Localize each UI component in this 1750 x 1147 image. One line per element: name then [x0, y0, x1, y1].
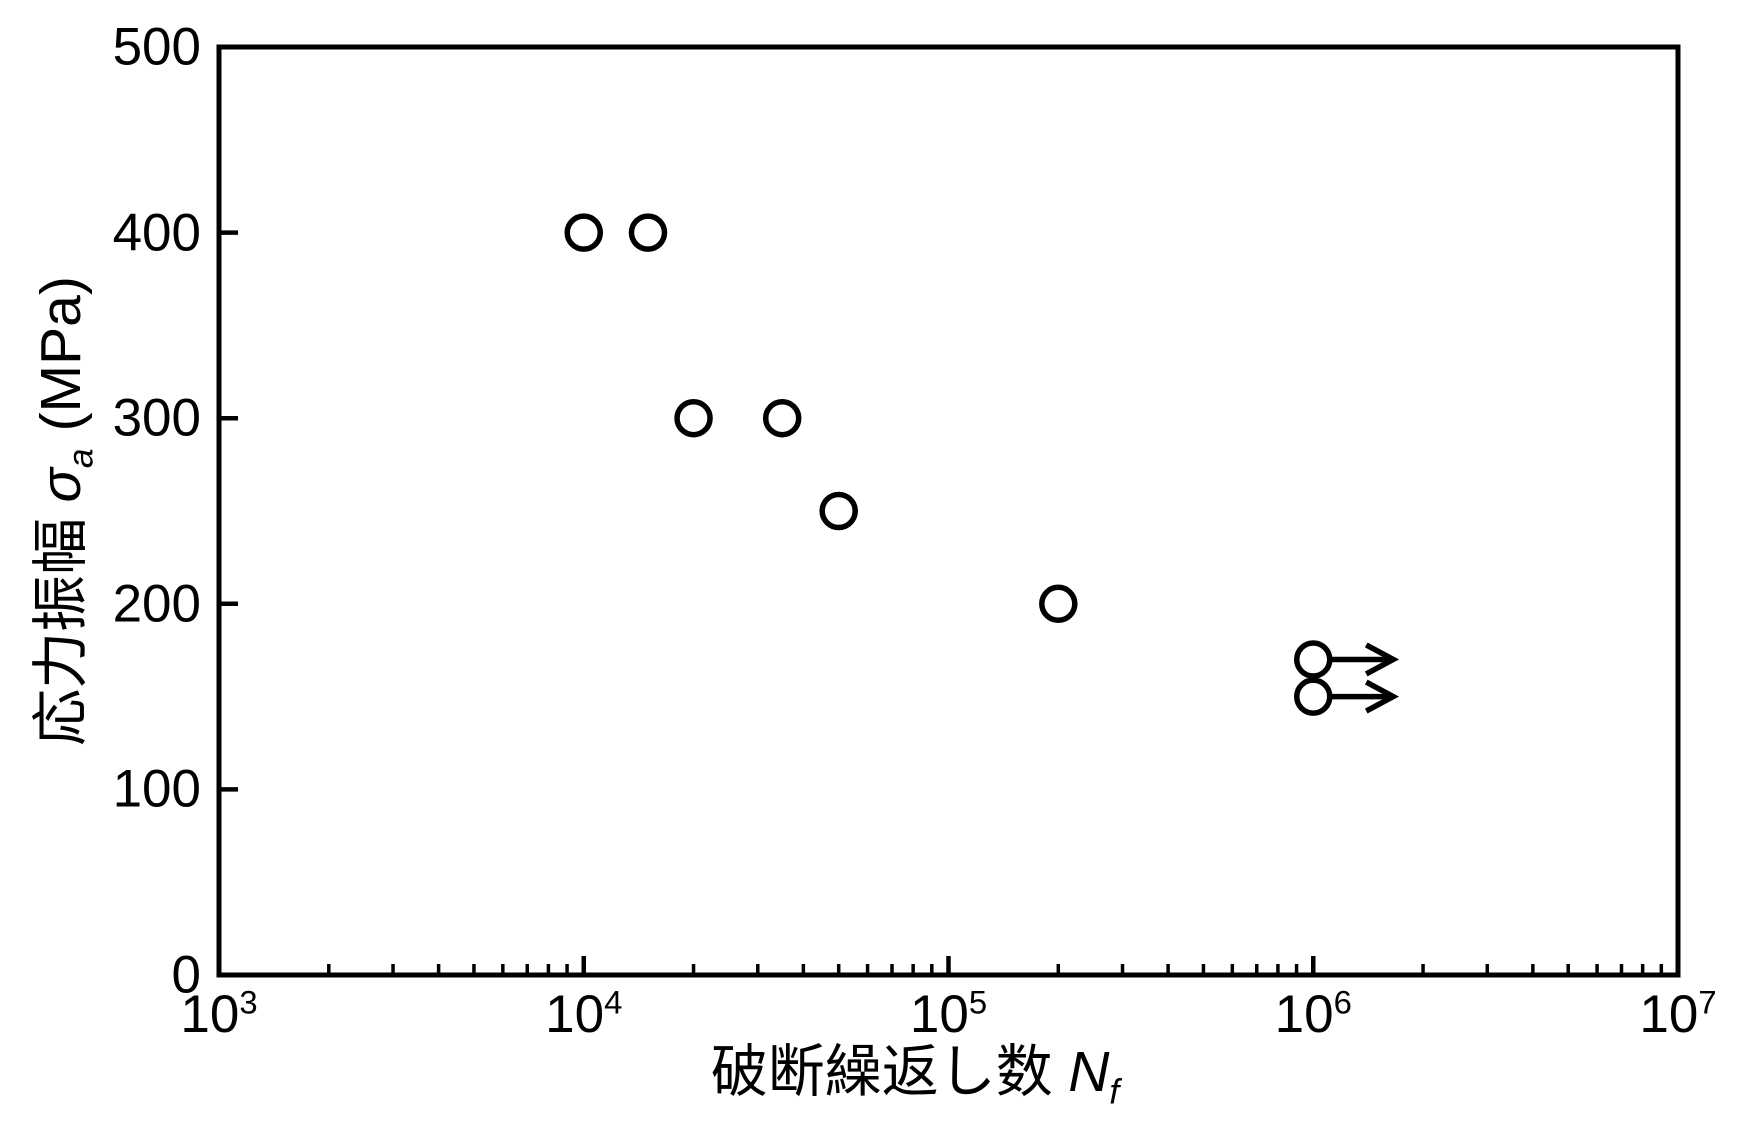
- x-tick-label: 103: [180, 985, 257, 1044]
- x-tick-label-exponent: 4: [604, 983, 623, 1021]
- x-tick-label-base: 10: [545, 985, 605, 1044]
- data-point-marker: [1039, 584, 1078, 624]
- x-tick-label-exponent: 6: [1333, 983, 1352, 1021]
- y-axis-title-unit: (MPa): [29, 276, 94, 432]
- data-point-marker: [674, 398, 713, 438]
- x-tick-label-base: 10: [180, 985, 240, 1044]
- y-tick-label: 100: [112, 759, 201, 819]
- data-point-marker: [819, 491, 858, 531]
- y-tick-label: 500: [112, 17, 201, 77]
- x-tick-label-exponent: 3: [239, 983, 258, 1021]
- data-point-marker: [1294, 677, 1333, 716]
- x-tick-label-base: 10: [909, 985, 969, 1044]
- x-tick-label-exponent: 5: [968, 983, 988, 1021]
- x-tick-label: 106: [1274, 985, 1352, 1044]
- data-point-marker: [628, 213, 668, 252]
- plot-frame: [216, 44, 1681, 978]
- y-tick-label: 200: [112, 574, 201, 634]
- x-tick-label-exponent: 7: [1698, 983, 1717, 1021]
- y-axis-title-subscript: a: [61, 448, 101, 469]
- y-tick-label: 300: [112, 388, 201, 448]
- x-axis-title-text: 破断繰返し数: [710, 1040, 1053, 1104]
- x-tick-label: 105: [909, 985, 987, 1044]
- x-axis-title: 破断繰返し数 Nf: [711, 1044, 1119, 1110]
- data-point-marker: [762, 398, 802, 438]
- y-axis-title-text: 応力振幅: [29, 517, 94, 746]
- x-axis-title-subscript: f: [1109, 1072, 1120, 1112]
- data-point-marker: [564, 213, 603, 252]
- x-tick-label-base: 10: [1274, 985, 1334, 1044]
- y-axis-title: 応力振幅 σa (MPa): [29, 276, 101, 746]
- data-point-marker: [1294, 640, 1333, 679]
- y-axis-title-symbol: σ: [29, 468, 94, 503]
- runout-arrow-head: [1364, 679, 1400, 714]
- runout-arrow-head: [1364, 642, 1400, 677]
- x-axis-title-symbol: N: [1068, 1040, 1110, 1104]
- y-tick-label: 400: [112, 203, 201, 263]
- x-tick-label: 104: [545, 985, 622, 1044]
- y-tick-label: 0: [171, 945, 201, 1005]
- x-tick-label: 107: [1639, 985, 1716, 1044]
- x-tick-label-base: 10: [1639, 985, 1699, 1044]
